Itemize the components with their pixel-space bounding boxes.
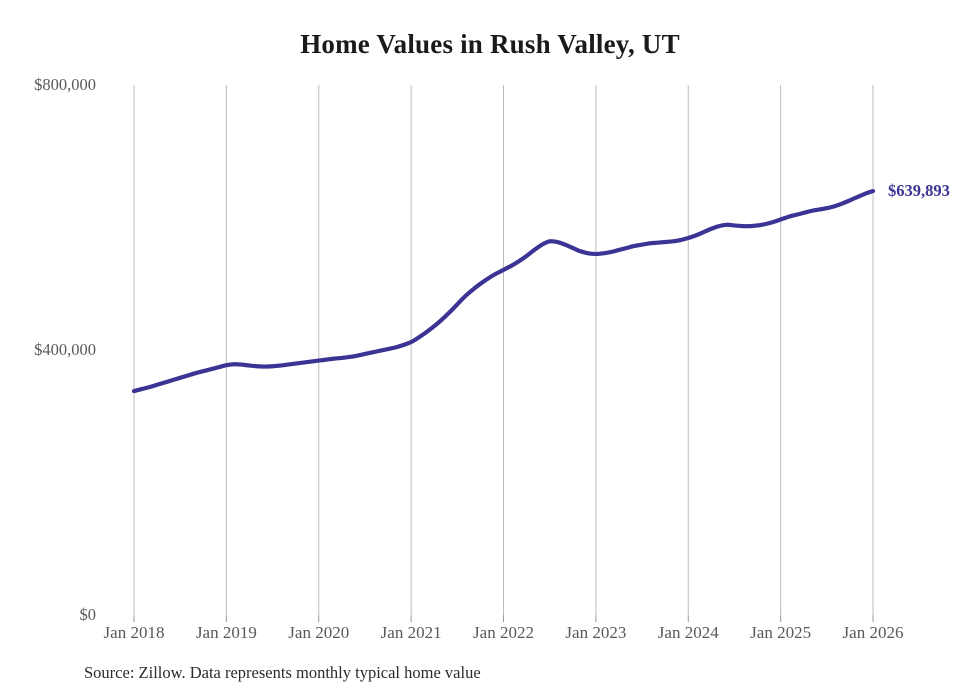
axis-tick-marks (133, 615, 874, 622)
end-value-annotation: $639,893 (888, 181, 950, 201)
x-axis-tick-label: Jan 2023 (565, 623, 627, 642)
y-axis-tick-label: $0 (79, 605, 97, 624)
x-axis-tick-label: Jan 2020 (288, 623, 350, 642)
x-axis-tick-label: Jan 2026 (842, 623, 904, 642)
x-axis-tick-label: Jan 2024 (657, 623, 719, 642)
gridlines (133, 85, 874, 615)
source-note: Source: Zillow. Data represents monthly … (84, 663, 481, 682)
chart-title: Home Values in Rush Valley, UT (300, 29, 680, 59)
x-axis-tick-label: Jan 2022 (473, 623, 534, 642)
y-axis-tick-label: $400,000 (34, 340, 96, 359)
x-axis-tick-label: Jan 2025 (750, 623, 812, 642)
y-axis-tick-label: $800,000 (34, 75, 96, 94)
x-axis-tick-label: Jan 2021 (380, 623, 442, 642)
x-axis-tick-label: Jan 2018 (103, 623, 165, 642)
x-axis-tick-label: Jan 2019 (195, 623, 257, 642)
value-line-series (131, 188, 876, 394)
